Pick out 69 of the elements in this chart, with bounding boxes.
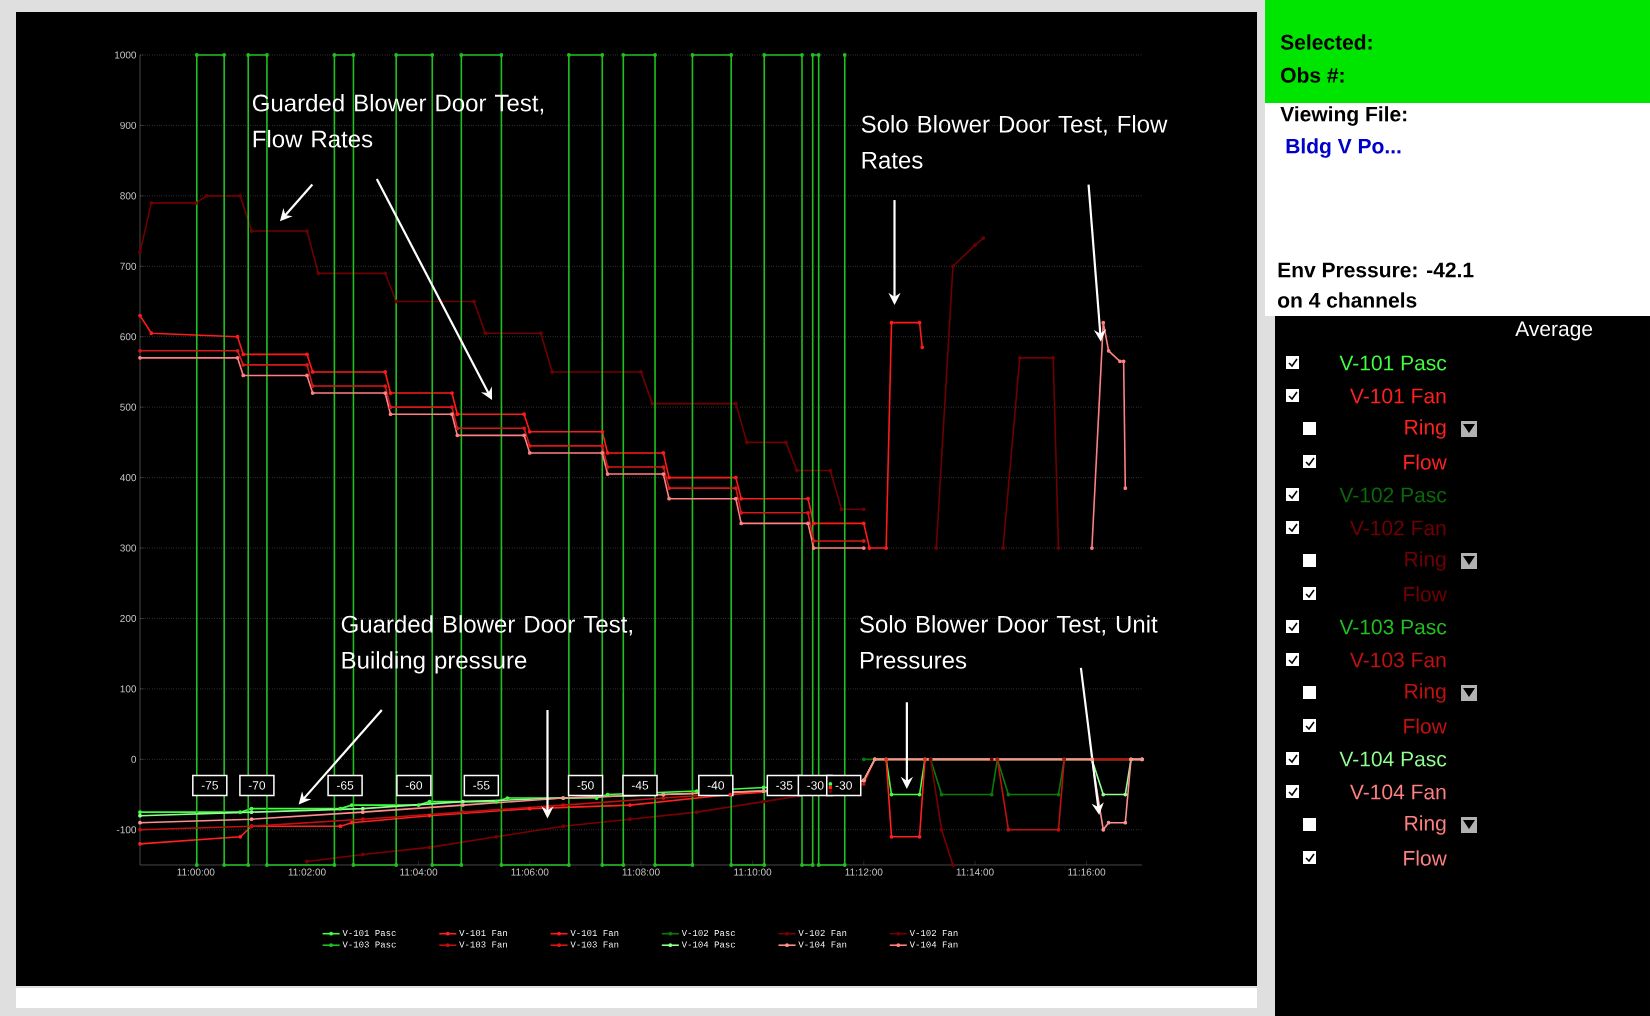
- text: Flow: [1404, 718, 1447, 734]
- y-tick-label: 400: [120, 474, 137, 482]
- x-tick-label: 11:04:00: [400, 868, 438, 876]
- y-tick-label: 900: [120, 121, 137, 129]
- legend-label: V-103 Fan: [570, 941, 619, 948]
- text: Ring: [1405, 815, 1446, 835]
- y-tick-label: 600: [120, 333, 137, 341]
- annotation: Solo Blower Door Test, Flow Rates: [861, 115, 1168, 169]
- text: Bldg V Po...: [1286, 138, 1401, 158]
- text: V-101 Fan: [1350, 388, 1446, 404]
- annotation: -65: [336, 781, 354, 790]
- text: on 4 channels: [1278, 292, 1417, 308]
- x-tick-label: 11:14:00: [956, 868, 994, 876]
- x-tick-label: 11:02:00: [288, 868, 326, 876]
- y-tick-label: 200: [120, 614, 137, 622]
- text: Average: [1515, 321, 1593, 341]
- text: Ring: [1405, 683, 1446, 703]
- annotation: -55: [473, 781, 490, 790]
- legend-label: V-102 Fan: [909, 929, 958, 937]
- text: Ring: [1405, 419, 1446, 439]
- text: Flow: [1404, 454, 1447, 470]
- annotation: -70: [248, 781, 266, 790]
- annotation: -45: [631, 781, 649, 790]
- text: V-104 Pasc: [1339, 751, 1447, 767]
- y-tick-label: -100: [116, 826, 137, 834]
- legend-label: V-102 Fan: [798, 929, 847, 937]
- x-tick-label: 11:16:00: [1068, 868, 1106, 876]
- legend-label: V-101 Fan: [459, 929, 507, 937]
- text: Flow: [1404, 850, 1447, 866]
- y-tick-label: 800: [120, 192, 137, 200]
- y-tick-label: 100: [120, 685, 137, 693]
- text: V-103 Pasc: [1339, 619, 1447, 635]
- x-tick-label: 11:12:00: [845, 868, 883, 876]
- text: Env Pressure: -42.1: [1278, 262, 1474, 278]
- x-tick-label: 11:10:00: [734, 868, 772, 876]
- x-tick-label: 11:08:00: [622, 868, 660, 876]
- x-tick-label: 11:06:00: [511, 868, 549, 876]
- annotation: -75: [201, 781, 218, 790]
- text: V-102 Fan: [1350, 520, 1446, 536]
- y-tick-label: 500: [120, 403, 137, 411]
- legend-label: V-103 Pasc: [342, 941, 396, 948]
- legend-label: V-102 Pasc: [681, 929, 736, 937]
- text: Viewing File:: [1280, 106, 1407, 126]
- y-tick-label: 0: [131, 755, 137, 763]
- text: V-104 Fan: [1350, 784, 1446, 800]
- legend-label: V-101 Fan: [570, 929, 619, 937]
- y-tick-label: 700: [120, 262, 137, 270]
- annotation: -30: [835, 781, 852, 790]
- legend-label: V-101 Pasc: [342, 929, 396, 937]
- text: V-103 Fan: [1350, 652, 1446, 668]
- y-tick-label: 300: [120, 544, 137, 552]
- legend-label: V-103 Fan: [459, 941, 507, 948]
- text: Selected:: [1280, 34, 1372, 50]
- legend-label: V-104 Fan: [798, 941, 847, 948]
- text: Flow: [1404, 586, 1447, 602]
- text: Ring: [1405, 551, 1446, 571]
- text: V-102 Pasc: [1339, 487, 1447, 503]
- text: Obs #:: [1281, 67, 1344, 83]
- legend-label: V-104 Pasc: [681, 941, 736, 948]
- annotation: -60: [405, 781, 423, 790]
- legend-label: V-104 Fan: [909, 941, 958, 948]
- annotation: -50: [577, 781, 594, 790]
- text: V-101 Pasc: [1339, 355, 1447, 371]
- y-tick-label: 1000: [115, 51, 137, 59]
- x-tick-label: 11:00:00: [177, 868, 215, 876]
- annotation: -40: [707, 781, 725, 790]
- annotation: Solo Blower Door Test, Unit Pressures: [860, 615, 1158, 669]
- annotation: -35: [776, 781, 793, 790]
- annotation: -30: [807, 781, 824, 790]
